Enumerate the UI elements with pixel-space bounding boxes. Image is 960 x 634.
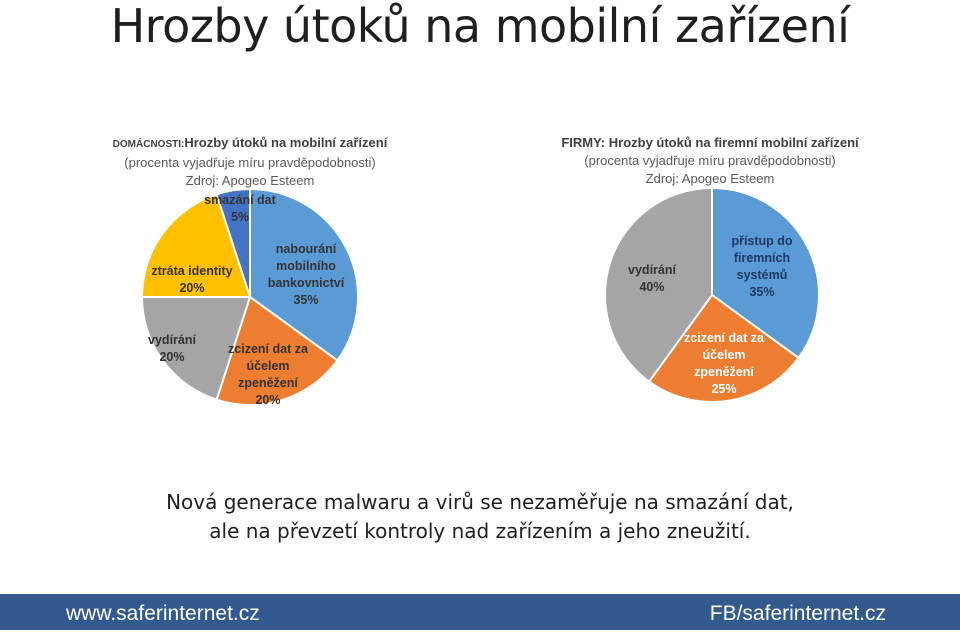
left-pie-slice-2	[140, 296, 252, 401]
left-pie-slice-3	[140, 193, 252, 298]
slide-title: Hrozby útoků na mobilní zařízení	[110, 0, 850, 53]
left-pie-slice-label-3: ztráta identity 20%	[151, 264, 232, 295]
right-chart-source: Zdroj: Apogeo Esteem	[645, 171, 775, 186]
footer-website-link[interactable]: www.saferinternet.cz	[66, 602, 260, 625]
left-pie-slice-4	[215, 187, 251, 298]
bottom-message: Nová generace malwaru a virů se nezaměřu…	[0, 488, 960, 546]
left-chart-title: DOMÁCNOSTI:Hrozby útoků na mobilní zaříz…	[90, 134, 410, 190]
right-pie-slice-label-0: přístup do firemních systémů 35%	[731, 234, 792, 299]
left-pie-slice-1	[215, 295, 339, 406]
left-chart-subtitle: (procenta vyjadřuje míru pravděpodobnost…	[124, 155, 376, 170]
right-pie-slice-label-1: zcizení dat za účelem zpeněžení 25%	[684, 331, 765, 396]
left-pie-slice-label-0: nabourání mobilního bankovnictví 35%	[268, 242, 345, 307]
bottom-message-line1: Nová generace malwaru a virů se nezaměřu…	[166, 490, 794, 514]
right-pie-slice-0	[711, 186, 820, 360]
right-chart-title: FIRMY: Hrozby útoků na firemní mobilní z…	[550, 134, 870, 188]
right-pie-slice-1	[647, 293, 800, 403]
left-pie-slice-label-1: zcizení dat za účelem zpeněžení 20%	[228, 342, 309, 407]
bottom-message-line2: ale na převzetí kontroly nad zařízením a…	[209, 519, 751, 543]
right-chart-subtitle: (procenta vyjadřuje míru pravděpodobnost…	[584, 153, 836, 168]
left-pie-slice-label-4: smazání dat 5%	[204, 193, 276, 224]
left-pie-slice-0	[249, 187, 359, 362]
left-chart-title-prefix: DOMÁCNOSTI:	[112, 139, 185, 150]
left-pie-slice-label-2: vydírání 20%	[148, 333, 196, 364]
right-chart-title-main: FIRMY: Hrozby útoků na firemní mobilní z…	[561, 135, 859, 150]
left-chart-title-main: Hrozby útoků na mobilní zařízení	[184, 135, 388, 150]
right-pie-slice-2	[604, 186, 713, 383]
footer-bar: www.saferinternet.cz FB/saferinternet.cz	[0, 594, 960, 630]
left-chart-source: Zdroj: Apogeo Esteem	[185, 173, 315, 188]
footer-facebook-link[interactable]: FB/saferinternet.cz	[709, 602, 886, 625]
right-pie-slice-label-2: vydírání 40%	[628, 263, 676, 294]
